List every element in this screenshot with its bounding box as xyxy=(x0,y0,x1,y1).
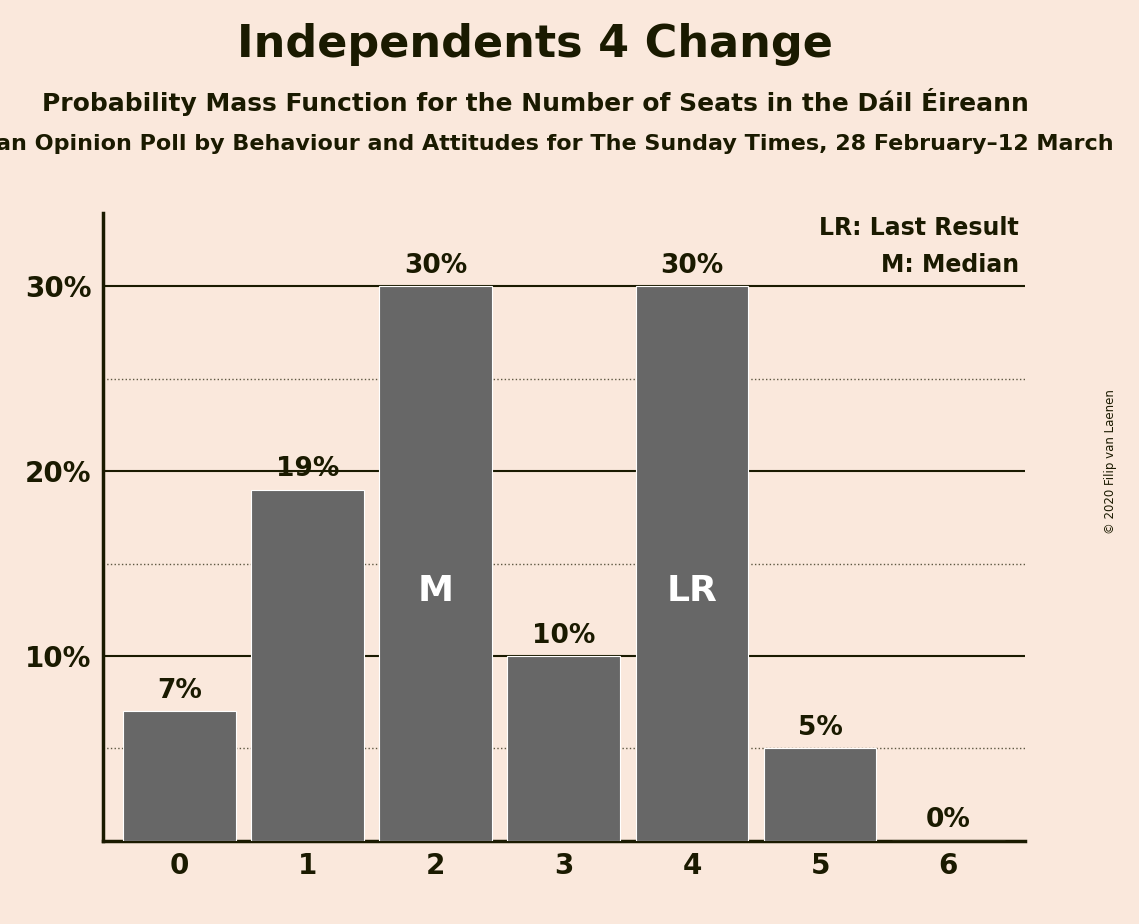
Text: 5%: 5% xyxy=(797,715,843,741)
Bar xyxy=(379,286,492,841)
Text: 10%: 10% xyxy=(532,623,596,649)
Text: 30%: 30% xyxy=(661,253,723,279)
Text: 7%: 7% xyxy=(157,678,202,704)
Text: Probability Mass Function for the Number of Seats in the Dáil Éireann: Probability Mass Function for the Number… xyxy=(42,88,1029,116)
Text: © 2020 Filip van Laenen: © 2020 Filip van Laenen xyxy=(1104,390,1117,534)
Bar xyxy=(508,656,621,841)
Text: 19%: 19% xyxy=(276,456,339,482)
Text: LR: Last Result: LR: Last Result xyxy=(819,216,1018,240)
Text: 0%: 0% xyxy=(926,808,970,833)
Bar xyxy=(636,286,748,841)
Text: on an Opinion Poll by Behaviour and Attitudes for The Sunday Times, 28 February–: on an Opinion Poll by Behaviour and Atti… xyxy=(0,134,1114,154)
Text: M: M xyxy=(418,575,453,608)
Text: LR: LR xyxy=(666,575,718,608)
Text: 30%: 30% xyxy=(404,253,467,279)
Bar xyxy=(251,490,363,841)
Text: Independents 4 Change: Independents 4 Change xyxy=(237,23,834,67)
Bar xyxy=(763,748,877,841)
Text: M: Median: M: Median xyxy=(880,253,1018,277)
Bar xyxy=(123,711,236,841)
